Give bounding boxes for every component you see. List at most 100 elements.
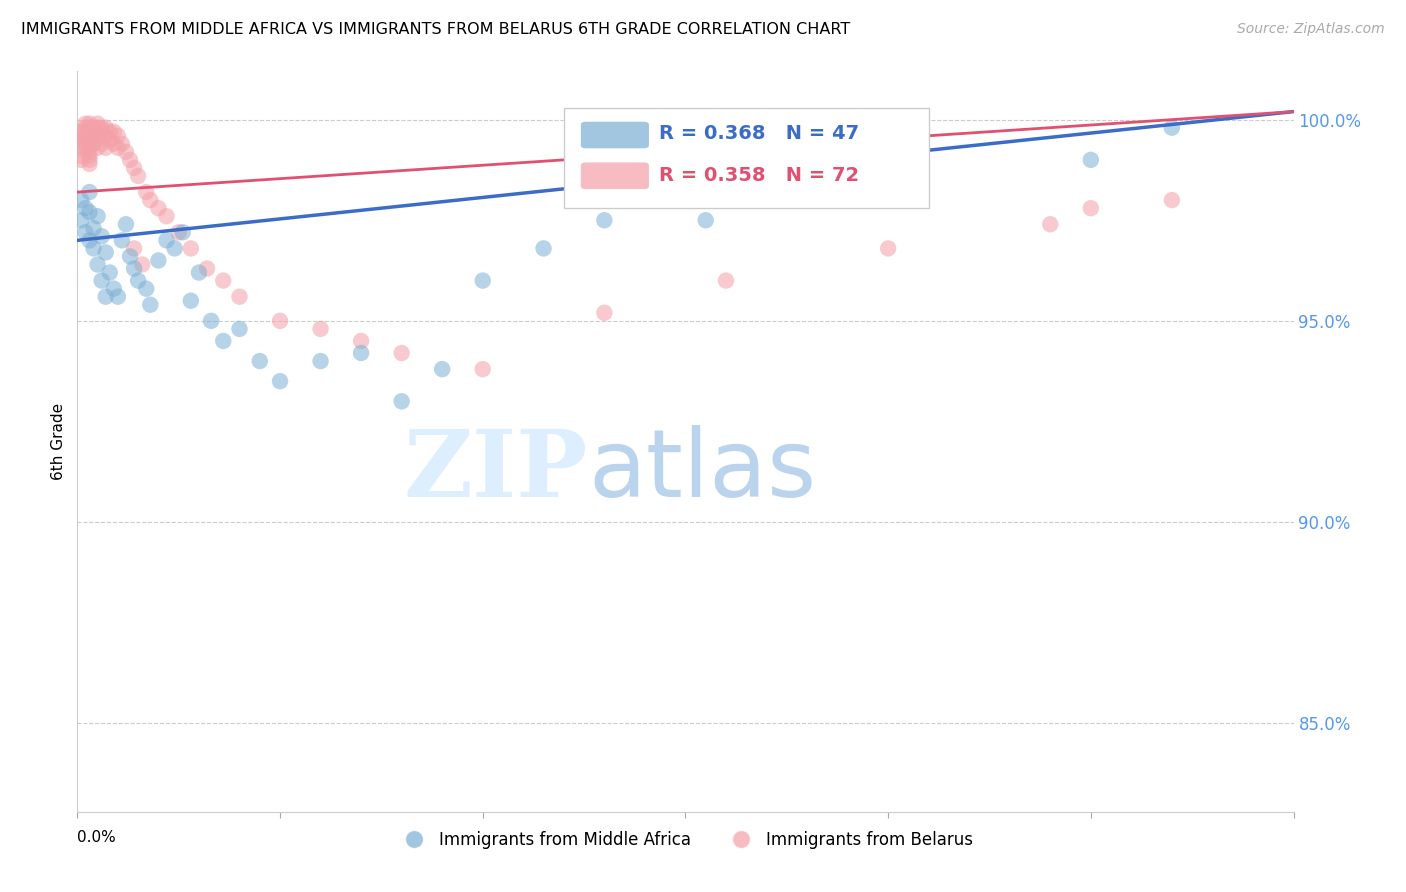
Y-axis label: 6th Grade: 6th Grade [51, 403, 66, 480]
Point [94, 120, 117, 135]
Text: ZIP: ZIP [404, 426, 588, 516]
Point [1080, 201, 1102, 215]
Point [430, 362, 453, 376]
Point [195, 261, 218, 276]
Point [111, 233, 134, 247]
Point [75, 128, 97, 143]
Point [75, 133, 97, 147]
Point [269, 374, 291, 388]
Point [103, 136, 125, 151]
Point [79, 125, 101, 139]
Point [70, 213, 93, 227]
Point [75, 201, 97, 215]
Point [228, 322, 250, 336]
Point [98, 266, 121, 280]
Point [79, 153, 101, 167]
Point [269, 314, 291, 328]
Point [90, 120, 112, 135]
Point [75, 141, 97, 155]
Point [122, 261, 145, 276]
Point [90, 274, 112, 288]
Point [83, 133, 105, 147]
Point [107, 141, 129, 155]
Point [83, 221, 105, 235]
Point [111, 136, 134, 151]
Text: IMMIGRANTS FROM MIDDLE AFRICA VS IMMIGRANTS FROM BELARUS 6TH GRADE CORRELATION C: IMMIGRANTS FROM MIDDLE AFRICA VS IMMIGRA… [21, 22, 851, 37]
Point [79, 128, 101, 143]
Point [593, 306, 616, 320]
Point [471, 362, 494, 376]
Point [75, 117, 97, 131]
Point [75, 120, 97, 135]
Point [212, 274, 235, 288]
Text: atlas: atlas [588, 425, 817, 517]
Point [714, 274, 737, 288]
Point [139, 298, 162, 312]
Point [79, 185, 101, 199]
Point [135, 185, 157, 199]
Point [350, 334, 373, 348]
Point [75, 125, 97, 139]
Text: 0.0%: 0.0% [77, 830, 117, 846]
Point [70, 133, 93, 147]
Point [391, 394, 413, 409]
Point [533, 241, 555, 255]
Point [877, 193, 900, 207]
Point [118, 249, 141, 263]
Point [98, 125, 121, 139]
Point [122, 241, 145, 255]
Point [75, 136, 97, 151]
Point [79, 205, 101, 219]
Text: Source: ZipAtlas.com: Source: ZipAtlas.com [1237, 22, 1385, 37]
Point [83, 125, 105, 139]
Point [86, 120, 108, 135]
Point [90, 125, 112, 139]
Point [79, 157, 101, 171]
Point [122, 161, 145, 175]
Point [1039, 217, 1062, 231]
Point [86, 117, 108, 131]
Point [75, 225, 97, 239]
Point [79, 149, 101, 163]
Point [79, 145, 101, 159]
Point [94, 128, 117, 143]
FancyBboxPatch shape [581, 162, 650, 189]
Point [139, 193, 162, 207]
Point [131, 258, 153, 272]
Point [83, 136, 105, 151]
Point [70, 141, 93, 155]
Point [155, 209, 177, 223]
Point [79, 136, 101, 151]
Point [212, 334, 235, 348]
Point [70, 193, 93, 207]
Text: R = 0.358   N = 72: R = 0.358 N = 72 [658, 166, 859, 185]
Point [79, 133, 101, 147]
Point [86, 258, 108, 272]
Point [115, 145, 138, 159]
Point [135, 282, 157, 296]
Point [180, 241, 202, 255]
Point [127, 274, 149, 288]
Text: R = 0.368   N = 47: R = 0.368 N = 47 [658, 124, 859, 143]
Point [86, 141, 108, 155]
Point [1161, 120, 1184, 135]
Point [86, 128, 108, 143]
Point [309, 354, 332, 368]
Point [163, 241, 186, 255]
Point [90, 229, 112, 244]
FancyBboxPatch shape [581, 121, 650, 148]
Point [391, 346, 413, 360]
Point [94, 245, 117, 260]
Point [148, 253, 170, 268]
Point [107, 128, 129, 143]
Point [79, 233, 101, 247]
Point [1080, 153, 1102, 167]
Point [103, 282, 125, 296]
Point [70, 149, 93, 163]
Point [115, 217, 138, 231]
Point [172, 225, 194, 239]
Point [86, 125, 108, 139]
FancyBboxPatch shape [564, 109, 929, 209]
Point [877, 241, 900, 255]
Point [180, 293, 202, 308]
